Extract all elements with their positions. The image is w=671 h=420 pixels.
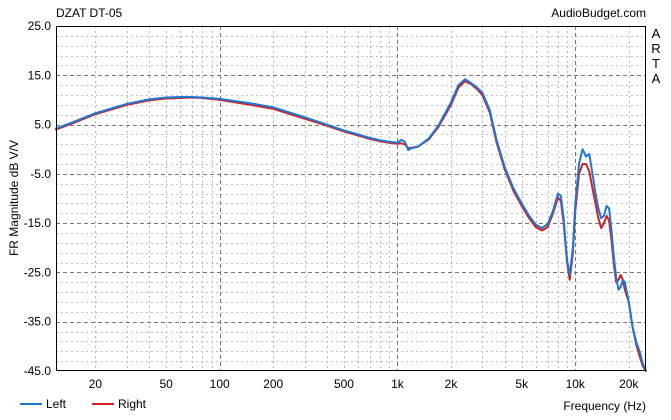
side-label-letter: R <box>651 41 660 56</box>
y-tick-label: -5.0 <box>30 167 51 181</box>
y-tick-labels: 25.0 15.0 5.0 -5.0 -15.0 -25.0 -35.0 -45.0 <box>24 19 52 378</box>
x-tick-label: 20 <box>89 377 103 391</box>
legend: Left Right <box>20 397 147 411</box>
chart-title: DZAT DT-05 <box>56 6 123 20</box>
y-tick-label: -35.0 <box>24 315 52 329</box>
x-tick-label: 200 <box>263 377 283 391</box>
watermark: AudioBudget.com <box>551 6 646 20</box>
grid-minor <box>56 26 646 371</box>
plot-frame <box>56 26 646 371</box>
y-tick-label: 25.0 <box>28 19 52 33</box>
series-lines <box>55 78 647 372</box>
y-tick-label: -25.0 <box>24 265 52 279</box>
side-label-letter: A <box>652 71 661 86</box>
x-tick-label: 10k <box>566 377 586 391</box>
series-line-left <box>55 78 647 372</box>
x-tick-label: 500 <box>334 377 354 391</box>
y-tick-label: 5.0 <box>34 118 51 132</box>
x-tick-label: 2k <box>445 377 459 391</box>
y-tick-label: -45.0 <box>24 364 52 378</box>
x-tick-labels: 20 50 100 200 500 1k 2k 5k 10k 20k <box>89 377 640 391</box>
legend-label-left: Left <box>46 397 67 411</box>
legend-label-right: Right <box>118 397 147 411</box>
x-tick-label: 100 <box>210 377 230 391</box>
x-tick-label: 20k <box>619 377 639 391</box>
side-label-letter: T <box>652 56 660 71</box>
x-axis-label: Frequency (Hz) <box>563 399 646 413</box>
x-tick-label: 1k <box>391 377 405 391</box>
x-tick-label: 5k <box>515 377 529 391</box>
y-axis-label: FR Magnitude dB V/V <box>7 140 21 256</box>
plot-background <box>56 26 646 371</box>
y-tick-label: -15.0 <box>24 216 52 230</box>
side-label-letter: A <box>652 26 661 41</box>
x-tick-label: 50 <box>160 377 174 391</box>
y-tick-label: 15.0 <box>28 68 52 82</box>
